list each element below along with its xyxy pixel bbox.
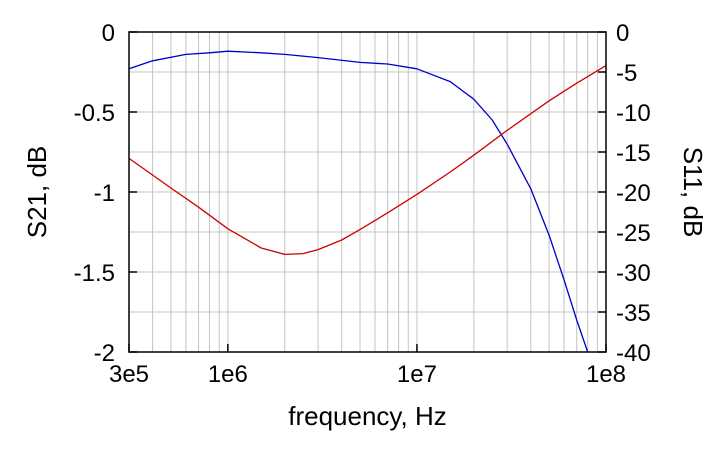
y-tick-label: -1 (94, 180, 115, 207)
y2-tick-label: -35 (616, 300, 651, 327)
y-axis-label: S21, dB (22, 146, 52, 239)
y2-tick-label: -40 (616, 340, 651, 367)
s21-series-line (128, 50, 589, 353)
x-tick-label: 3e5 (109, 361, 149, 388)
s11-series-line (128, 65, 607, 256)
y2-tick-label: -10 (616, 100, 651, 127)
y-tick-label: -0.5 (74, 100, 115, 127)
y2-axis-label: S11, dB (678, 147, 708, 238)
x-tick-label: 1e7 (397, 361, 437, 388)
x-axis-label: frequency, Hz (288, 401, 446, 431)
y2-tick-label: -5 (616, 60, 637, 87)
y2-tick-label: -25 (616, 220, 651, 247)
y2-tick-label: -15 (616, 140, 651, 167)
y2-tick-label: -20 (616, 180, 651, 207)
y-tick-label: -1.5 (74, 260, 115, 287)
y2-tick-label: 0 (616, 20, 629, 47)
y-tick-label: -2 (94, 340, 115, 367)
x-tick-label: 1e8 (586, 361, 626, 388)
series-layer (128, 50, 607, 353)
x-tick-label: 1e6 (208, 361, 248, 388)
y-tick-label: 0 (102, 20, 115, 47)
ticks: 3e5 1e6 1e7 1e80-0.5-1-1.5-20-5-10-15-20-25… (74, 20, 651, 388)
grid (128, 31, 606, 353)
y2-tick-label: -30 (616, 260, 651, 287)
